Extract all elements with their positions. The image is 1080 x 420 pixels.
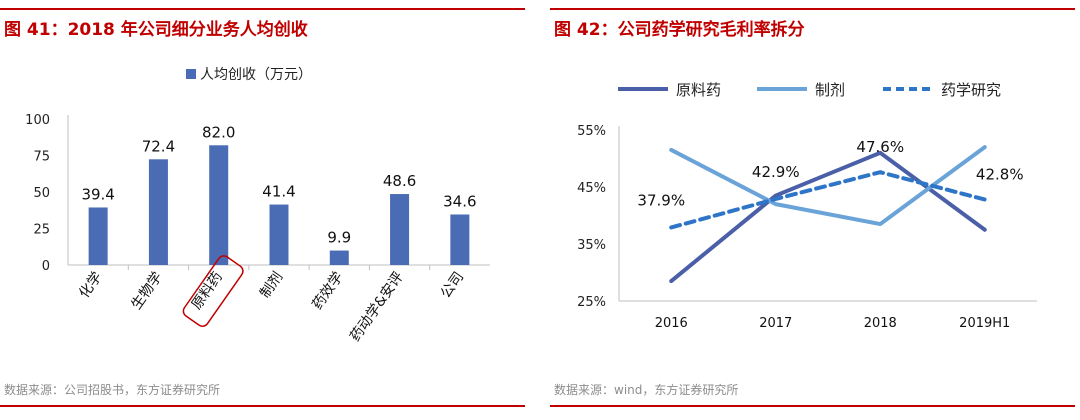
highlight-box bbox=[182, 255, 244, 327]
legend-label: 制剂 bbox=[815, 81, 845, 99]
series-line bbox=[669, 150, 987, 284]
source-note: 数据来源：公司招股书，东方证券研究所 bbox=[4, 383, 221, 397]
bar bbox=[148, 159, 168, 265]
y-tick-label: 25 bbox=[33, 223, 50, 238]
data-label: 37.9% bbox=[637, 191, 685, 209]
x-tick-label: 公司 bbox=[438, 269, 467, 301]
data-label: 42.8% bbox=[976, 166, 1024, 184]
chart-panel-right: 图 42：公司药学研究毛利率拆分 原料药 制剂 药学研究 25% 35% 45% 55% 20… bbox=[550, 0, 1075, 420]
top-divider bbox=[550, 8, 1075, 10]
bar bbox=[390, 194, 410, 265]
y-tick-label: 55% bbox=[577, 124, 606, 139]
legend-swatch bbox=[186, 69, 196, 79]
chart-title: 图 41：2018 年公司细分业务人均创收 bbox=[4, 20, 308, 40]
data-label: 82.0 bbox=[202, 123, 235, 141]
data-label: 42.9% bbox=[752, 163, 800, 181]
chart-panel-left: 图 41：2018 年公司细分业务人均创收 人均创收（万元） 0 25 50 75 100… bbox=[0, 0, 525, 420]
y-tick-label: 50 bbox=[33, 186, 50, 201]
x-tick-label: 药效学 bbox=[309, 269, 346, 313]
x-tick-label: 生物学 bbox=[129, 269, 166, 313]
data-label: 34.6 bbox=[443, 192, 476, 210]
legend-label: 原料药 bbox=[676, 81, 721, 99]
data-label: 47.6% bbox=[856, 138, 904, 156]
data-label: 41.4 bbox=[262, 183, 295, 201]
x-tick-label: 制剂 bbox=[257, 269, 286, 301]
bottom-divider bbox=[0, 405, 525, 407]
bottom-divider bbox=[550, 405, 1075, 407]
bar bbox=[88, 207, 108, 265]
y-tick-label: 35% bbox=[577, 238, 606, 253]
x-tick-label: 化学 bbox=[76, 269, 105, 301]
top-divider bbox=[0, 8, 525, 10]
y-tick-label: 75 bbox=[33, 150, 50, 165]
data-label: 39.4 bbox=[81, 185, 114, 203]
data-label: 72.4 bbox=[142, 137, 175, 155]
source-note: 数据来源：wind，东方证券研究所 bbox=[554, 383, 739, 397]
data-label: 48.6 bbox=[383, 172, 416, 190]
legend-label: 人均创收（万元） bbox=[200, 67, 312, 83]
bar bbox=[269, 204, 289, 265]
x-tick-label: 药动学&安评 bbox=[347, 269, 407, 344]
legend-label: 药学研究 bbox=[941, 81, 1001, 99]
data-label: 9.9 bbox=[327, 229, 351, 247]
bar bbox=[329, 250, 349, 265]
chart-title: 图 42：公司药学研究毛利率拆分 bbox=[554, 20, 805, 40]
series-line bbox=[669, 170, 987, 230]
y-tick-label: 100 bbox=[25, 113, 50, 128]
y-tick-label: 0 bbox=[42, 259, 50, 274]
x-tick-label: 2018 bbox=[864, 316, 897, 331]
x-tick-label: 2017 bbox=[759, 316, 792, 331]
bar bbox=[209, 145, 229, 265]
x-tick-label: 2019H1 bbox=[959, 316, 1010, 331]
x-tick-label: 2016 bbox=[655, 316, 688, 331]
y-tick-label: 45% bbox=[577, 181, 606, 196]
line-chart: 原料药 制剂 药学研究 25% 35% 45% 55% 2016 2017 2018 2019H1 3… bbox=[577, 81, 1037, 331]
y-tick-label: 25% bbox=[577, 295, 606, 310]
bar-chart: 人均创收（万元）025507510039.4化学72.4生物学82.0原料药41… bbox=[25, 67, 490, 345]
bar bbox=[450, 214, 470, 265]
